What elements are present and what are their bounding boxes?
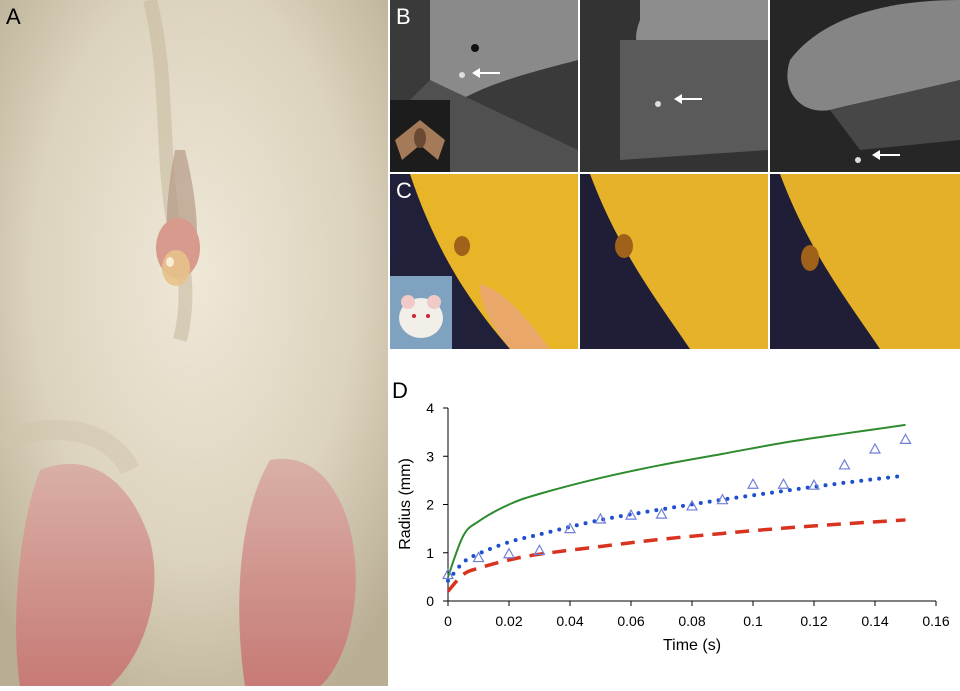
- panel-c-frame-1: C: [390, 174, 578, 349]
- rat-underside-illustration: [0, 0, 388, 686]
- y-tick-labels: 0 1 2 3 4: [426, 400, 448, 609]
- panel-b-label: B: [396, 4, 411, 29]
- panel-c-frame-3: [770, 174, 960, 349]
- data-point: [685, 499, 699, 511]
- arrow-icon: [674, 94, 702, 104]
- x-axis-label: Time (s): [663, 637, 721, 654]
- x-tick-label: 0.02: [495, 613, 522, 629]
- panel-a-photo: A: [0, 0, 388, 686]
- y-tick-label: 4: [426, 400, 434, 416]
- bat-frame-2-illustration: [580, 0, 768, 172]
- series-line-solid: [447, 423, 906, 578]
- rat-frame-2-illustration: [580, 174, 768, 349]
- y-tick-label: 3: [426, 448, 434, 464]
- data-point: [563, 522, 577, 534]
- data-point: [502, 547, 516, 559]
- data-point: [777, 477, 790, 489]
- data-point: [899, 433, 912, 444]
- data-point: [472, 551, 485, 563]
- rat-frame-3-illustration: [770, 174, 960, 349]
- arrow-icon: [472, 68, 500, 78]
- x-tick-label: 0.04: [556, 613, 583, 629]
- panel-b-frame-2: [580, 0, 768, 172]
- data-point: [838, 458, 851, 470]
- panel-d-chart: D 0 0.02 0.04 0.06 0.08 0.1 0.12 0.14 0.16 0 1 2 3 4…: [388, 350, 960, 686]
- panel-c-label: C: [396, 178, 412, 203]
- data-point: [716, 493, 729, 505]
- x-tick-label: 0.16: [922, 613, 949, 629]
- y-tick-label: 1: [426, 545, 434, 561]
- panel-b-frame-3: [770, 0, 960, 172]
- series-line-dotted: [446, 473, 908, 583]
- data-point: [441, 568, 455, 580]
- data-point: [746, 477, 760, 489]
- y-axis-label: Radius (mm): [397, 458, 414, 550]
- series-lines: [446, 423, 908, 593]
- series-line-dashed: [446, 518, 906, 593]
- bat-frame-3-illustration: [770, 0, 960, 172]
- x-tick-label: 0.1: [743, 613, 763, 629]
- data-points: [441, 433, 912, 580]
- x-tick-label: 0: [444, 613, 452, 629]
- x-tick-label: 0.08: [678, 613, 705, 629]
- data-point: [868, 442, 882, 454]
- panel-c-frame-2: [580, 174, 768, 349]
- rat-frame-1-illustration: [390, 174, 578, 349]
- data-point: [533, 544, 546, 555]
- x-tick-label: 0.06: [617, 613, 644, 629]
- panel-a-label: A: [6, 4, 21, 29]
- data-point: [624, 508, 638, 520]
- radius-time-plot: 0 0.02 0.04 0.06 0.08 0.1 0.12 0.14 0.16 0 1 2 3 4 T…: [397, 400, 950, 654]
- x-tick-label: 0.14: [861, 613, 888, 629]
- x-tick-label: 0.12: [800, 613, 827, 629]
- y-tick-label: 2: [426, 497, 434, 513]
- panel-d-label: D: [392, 378, 408, 403]
- data-point: [807, 478, 821, 490]
- bat-thumbnail-icon: [390, 100, 450, 172]
- rat-thumbnail-icon: [390, 276, 452, 349]
- arrow-icon: [872, 150, 900, 160]
- x-tick-labels: 0 0.02 0.04 0.06 0.08 0.1 0.12 0.14 0.16: [444, 601, 950, 629]
- panel-b-frame-1: B: [390, 0, 578, 172]
- y-tick-label: 0: [426, 593, 434, 609]
- data-point: [655, 507, 668, 519]
- data-point: [594, 512, 607, 524]
